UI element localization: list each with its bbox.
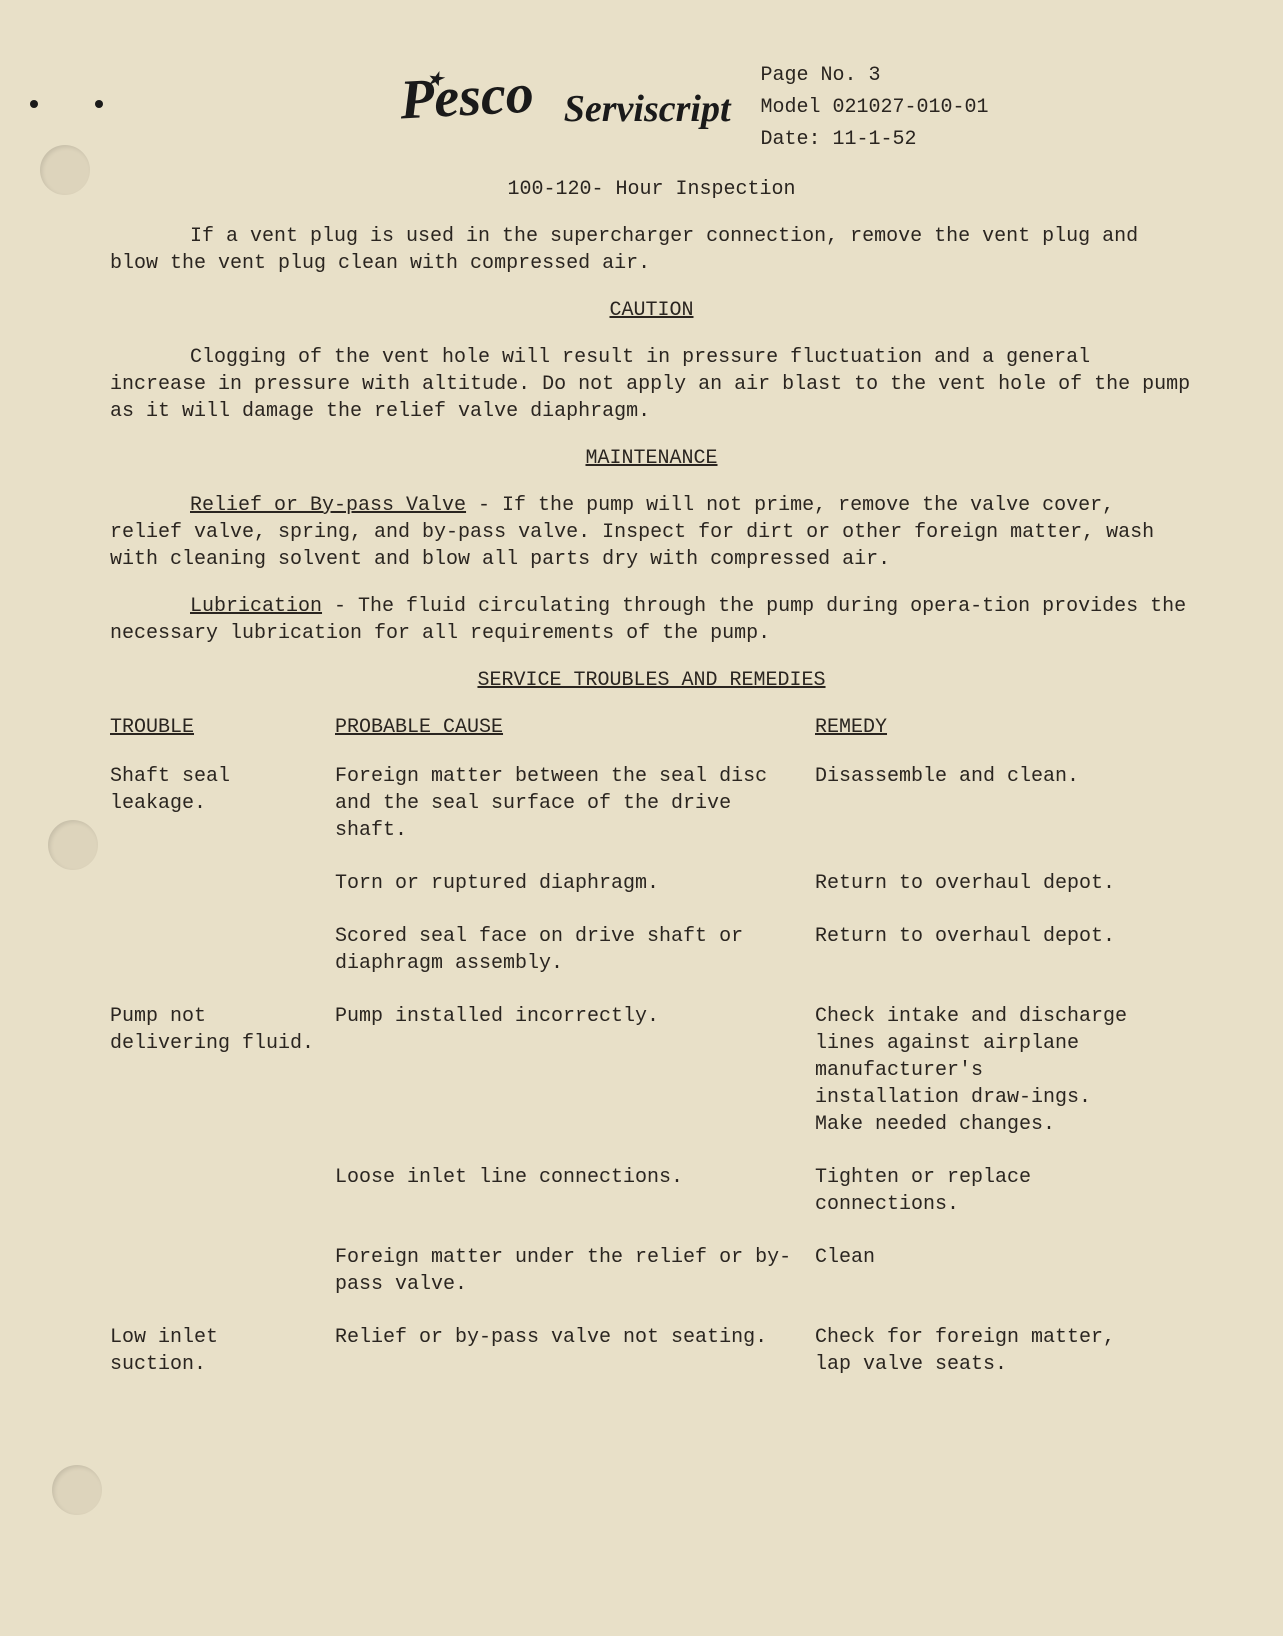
logo-area: ★ Pesco Serviscript — [400, 60, 731, 136]
logo-serviscript: Serviscript — [564, 84, 731, 135]
cell-cause: Foreign matter between the seal disc and… — [335, 763, 815, 844]
table-row: Foreign matter under the relief or by-pa… — [110, 1244, 1193, 1298]
table-row: Loose inlet line connections. Tighten or… — [110, 1164, 1193, 1218]
table-row: Low inlet suction. Relief or by-pass val… — [110, 1324, 1193, 1378]
table-row: Scored seal face on drive shaft or diaph… — [110, 923, 1193, 977]
table-row: Pump not delivering fluid. Pump installe… — [110, 1003, 1193, 1138]
troubles-title: SERVICE TROUBLES AND REMEDIES — [110, 667, 1193, 694]
cell-cause: Loose inlet line connections. — [335, 1164, 815, 1191]
lubrication-label: Lubrication — [190, 595, 322, 618]
header-trouble: TROUBLE — [110, 714, 335, 741]
logo-pesco: ★ Pesco — [398, 57, 535, 139]
punch-hole — [48, 820, 98, 870]
cell-cause: Relief or by-pass valve not seating. — [335, 1324, 815, 1351]
cell-cause: Pump installed incorrectly. — [335, 1003, 815, 1030]
punch-hole — [40, 145, 90, 195]
table-header-row: TROUBLE PROBABLE CAUSE REMEDY — [110, 714, 1193, 741]
caution-title: CAUTION — [110, 297, 1193, 324]
header-cause: PROBABLE CAUSE — [335, 714, 815, 741]
cell-remedy: Return to overhaul depot. — [815, 870, 1145, 897]
header-meta: Page No. 3 Model 021027-010-01 Date: 11-… — [761, 60, 989, 156]
caution-paragraph: Clogging of the vent hole will result in… — [110, 344, 1193, 425]
page-mark-dot — [30, 100, 38, 108]
cell-cause: Torn or ruptured diaphragm. — [335, 870, 815, 897]
page-number: Page No. 3 — [761, 60, 989, 92]
inspection-title: 100-120- Hour Inspection — [110, 176, 1193, 203]
relief-valve-paragraph: Relief or By-pass Valve - If the pump wi… — [110, 492, 1193, 573]
cell-remedy: Tighten or replace connections. — [815, 1164, 1145, 1218]
cell-remedy: Disassemble and clean. — [815, 763, 1145, 790]
cell-trouble: Low inlet suction. — [110, 1324, 335, 1378]
cell-cause: Scored seal face on drive shaft or diaph… — [335, 923, 815, 977]
document-date: Date: 11-1-52 — [761, 124, 989, 156]
maintenance-title: MAINTENANCE — [110, 445, 1193, 472]
inspection-paragraph: If a vent plug is used in the supercharg… — [110, 223, 1193, 277]
cell-remedy: Return to overhaul depot. — [815, 923, 1145, 950]
header-remedy: REMEDY — [815, 714, 1145, 741]
logo-main-text: Pesco — [398, 63, 535, 132]
cell-remedy: Check for foreign matter, lap valve seat… — [815, 1324, 1145, 1378]
model-number: Model 021027-010-01 — [761, 92, 989, 124]
table-row: Torn or ruptured diaphragm. Return to ov… — [110, 870, 1193, 897]
document-header: ★ Pesco Serviscript Page No. 3 Model 021… — [110, 60, 1193, 156]
troubles-table: TROUBLE PROBABLE CAUSE REMEDY Shaft seal… — [110, 714, 1193, 1378]
cell-remedy: Check intake and discharge lines against… — [815, 1003, 1145, 1138]
relief-label: Relief or By-pass Valve — [190, 494, 466, 517]
table-row: Shaft seal leakage. Foreign matter betwe… — [110, 763, 1193, 844]
lubrication-paragraph: Lubrication - The fluid circulating thro… — [110, 593, 1193, 647]
cell-remedy: Clean — [815, 1244, 1145, 1271]
cell-cause: Foreign matter under the relief or by-pa… — [335, 1244, 815, 1298]
cell-trouble: Shaft seal leakage. — [110, 763, 335, 817]
punch-hole — [52, 1465, 102, 1515]
logo-star-icon: ★ — [426, 66, 445, 92]
cell-trouble: Pump not delivering fluid. — [110, 1003, 335, 1057]
page-mark-dot — [95, 100, 103, 108]
